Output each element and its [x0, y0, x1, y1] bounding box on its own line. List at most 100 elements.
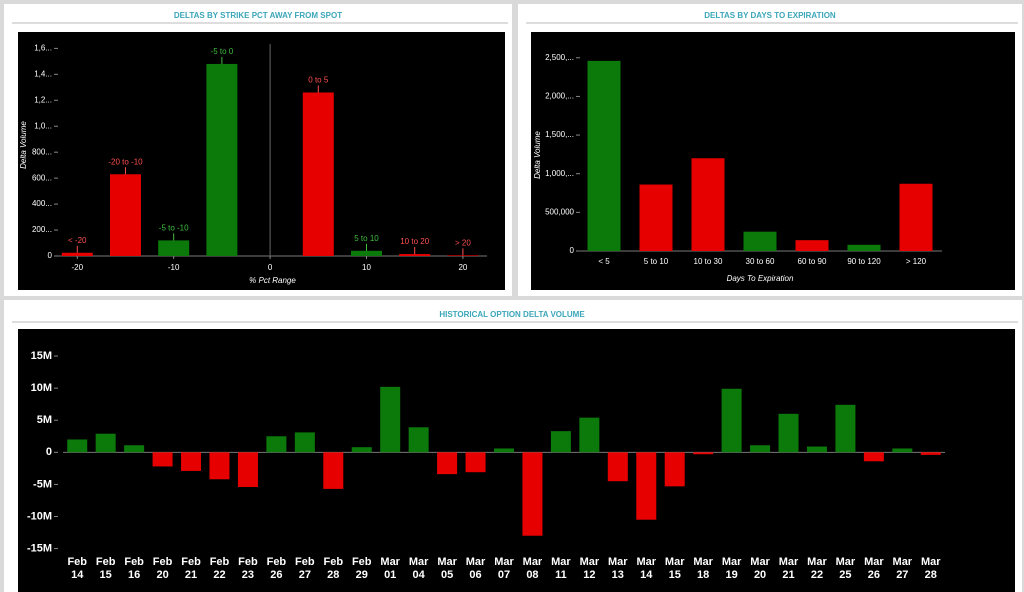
x-tick-label: > 120	[906, 257, 927, 266]
y-tick-label: 200...	[32, 225, 52, 234]
bar	[302, 92, 334, 256]
x-tick-label: Mar 12	[579, 556, 600, 581]
x-tick-label: Mar 22	[807, 556, 827, 581]
y-tick-label: 0	[48, 251, 53, 260]
bar	[494, 448, 514, 453]
x-tick-label: 10	[362, 263, 371, 272]
x-tick-label: Feb 16	[124, 556, 144, 581]
y-tick-label: 1,6...	[34, 43, 52, 52]
bar-label: -5 to 0	[211, 47, 234, 56]
y-tick-label: 400...	[32, 199, 52, 208]
bar	[579, 417, 600, 453]
bar-label: < -20	[68, 236, 87, 245]
y-axis-label: Delta Volume	[533, 131, 542, 179]
x-tick-label: Mar 05	[437, 556, 457, 581]
x-tick-label: Mar 01	[380, 556, 400, 581]
bar	[847, 244, 881, 251]
x-tick-label: Mar 08	[522, 556, 543, 581]
x-tick-label: Mar 27	[892, 556, 913, 581]
y-tick-label: -10M	[27, 510, 52, 522]
bar	[522, 452, 543, 536]
bar-label: 0 to 5	[308, 76, 329, 85]
bar	[158, 240, 190, 256]
x-tick-label: Mar 14	[636, 556, 657, 581]
bar	[399, 254, 431, 256]
chart-title: HISTORICAL OPTION DELTA VOLUME	[439, 310, 585, 319]
y-tick-label: -5M	[33, 478, 52, 490]
y-tick-label: 15M	[31, 350, 52, 362]
x-tick-label: Mar 06	[465, 556, 486, 581]
x-tick-label: Mar 20	[750, 556, 770, 581]
bar	[181, 452, 202, 471]
x-tick-label: Mar 11	[551, 556, 571, 581]
bar-label: 5 to 10	[354, 234, 379, 243]
bar	[351, 447, 372, 453]
x-tick-label: Feb 23	[238, 556, 258, 581]
y-tick-label: 1,000,...	[545, 169, 574, 178]
y-axis-label: Delta Volume	[19, 121, 28, 169]
bar	[209, 452, 230, 480]
x-tick-label: Feb 26	[266, 556, 287, 581]
bar	[95, 433, 116, 453]
bar	[835, 404, 856, 453]
bar	[408, 427, 429, 453]
x-tick-label: -10	[168, 263, 180, 272]
bar	[61, 252, 93, 256]
bar	[323, 452, 344, 489]
y-tick-label: 0	[46, 446, 52, 458]
bar	[892, 448, 913, 453]
bar	[447, 255, 479, 256]
bar	[721, 388, 742, 453]
x-tick-label: Mar 28	[920, 556, 941, 581]
x-tick-label: Feb 22	[209, 556, 230, 581]
x-tick-label: Feb 28	[323, 556, 344, 581]
x-tick-label: Mar 25	[835, 556, 856, 581]
x-tick-label: 60 to 90	[798, 257, 827, 266]
x-tick-label: 90 to 120	[847, 257, 881, 266]
x-tick-label: Mar 04	[408, 556, 429, 581]
y-tick-label: 10M	[31, 382, 52, 394]
bar	[806, 446, 827, 453]
bar	[550, 431, 571, 453]
x-tick-label: Mar 15	[664, 556, 685, 581]
bar-label: > 20	[455, 238, 471, 247]
bar	[639, 184, 673, 251]
x-tick-label: 0	[268, 263, 273, 272]
x-tick-label: < 5	[598, 257, 610, 266]
x-tick-label: 20	[458, 263, 467, 272]
bar	[152, 452, 173, 467]
bar	[664, 452, 685, 487]
x-tick-label: Feb 14	[67, 556, 87, 581]
bar	[124, 445, 145, 453]
bar	[237, 452, 258, 487]
bar	[691, 158, 725, 251]
bar	[863, 452, 884, 462]
x-tick-label: 30 to 60	[746, 257, 775, 266]
x-tick-label: Feb 20	[152, 556, 173, 581]
bar	[465, 452, 486, 473]
bar-label: -5 to -10	[159, 224, 189, 233]
x-axis-label: % Pct Range	[249, 276, 296, 285]
bar	[636, 452, 657, 520]
x-tick-label: 10 to 30	[694, 257, 723, 266]
x-axis-label: Days To Expiration	[727, 274, 794, 283]
bar	[693, 452, 714, 455]
y-tick-label: 2,000,...	[545, 92, 574, 101]
bar	[109, 174, 141, 256]
x-tick-label: Feb 15	[95, 556, 116, 581]
bar	[67, 439, 88, 453]
bar	[778, 413, 799, 453]
x-tick-label: Feb 21	[181, 556, 201, 581]
y-tick-label: 0	[570, 246, 575, 255]
bar	[266, 436, 287, 453]
bar	[743, 231, 777, 251]
bar	[294, 432, 315, 453]
bar	[795, 240, 829, 251]
y-tick-label: 500,000	[545, 207, 574, 216]
chart-title: DELTAS BY DAYS TO EXPIRATION	[704, 11, 836, 20]
x-tick-label: Mar 19	[721, 556, 742, 581]
bar	[437, 452, 458, 475]
x-tick-label: Mar 13	[608, 556, 628, 581]
